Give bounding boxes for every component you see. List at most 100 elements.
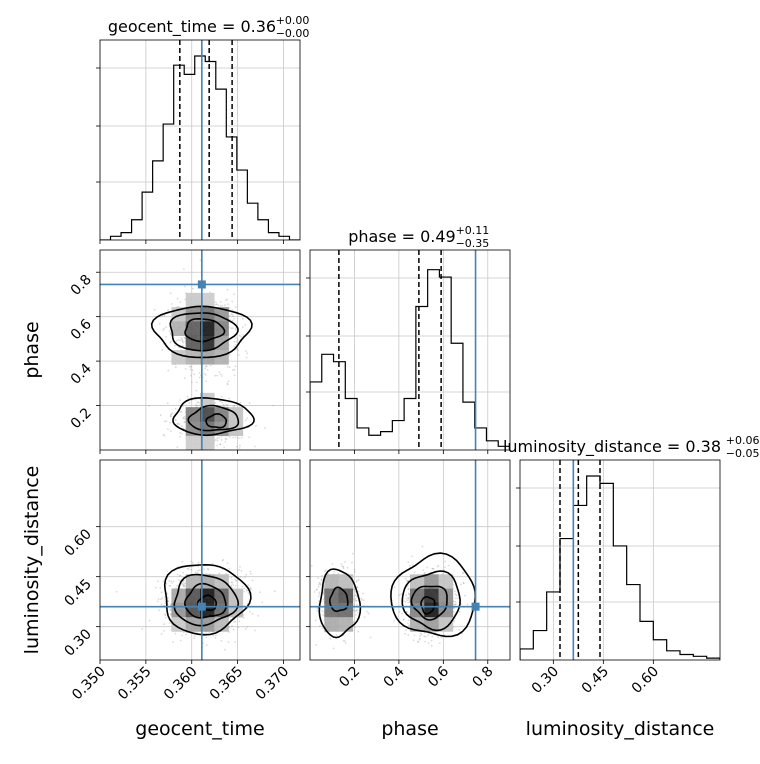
hist-bars [100,55,300,240]
sample-point [408,593,411,596]
sample-point [355,600,358,602]
sample-point [240,437,243,439]
sample-point [234,306,237,309]
density-cell [338,617,354,632]
sample-point [244,576,246,578]
sample-point [164,613,166,615]
sample-point [169,609,172,612]
sample-point [407,592,410,595]
y-axis-label-luminosity_distance: luminosity_distance [21,466,43,655]
sample-point [181,432,183,435]
sample-point [196,404,198,407]
sample-point [198,372,201,374]
sample-point [170,415,172,418]
hist-title-luminosity_distance: luminosity_distance = 0.38 [503,437,721,457]
scatter-panel-phase-vs-luminosity_distance [306,460,510,664]
sample-point [184,421,187,423]
sample-point [174,632,177,635]
sample-point [458,629,461,631]
sample-point [315,588,318,591]
sample-point [245,350,247,352]
sample-point [234,640,237,643]
sample-point [188,365,191,368]
sample-point [181,344,184,347]
sample-point [205,380,208,383]
sample-point [419,637,421,640]
sample-point [233,340,236,343]
sample-point [231,313,234,316]
sample-point [357,579,360,581]
sample-point [355,609,358,611]
density-cell [185,588,201,604]
hist-panel-phase [306,250,510,454]
sample-point [231,309,234,311]
sample-point [219,400,222,403]
sample-point [181,339,184,342]
sample-point [160,591,163,594]
sample-point [224,299,227,302]
sample-point [214,301,217,303]
y-tick-label: 0.45 [61,576,94,609]
sample-point [318,591,321,594]
sample-point [206,365,208,368]
sample-point [181,560,184,563]
density-cell [228,421,244,437]
sample-point [447,564,450,567]
sample-point [329,637,332,640]
sample-point [181,340,184,343]
sample-point [461,572,464,575]
sample-point [231,625,233,628]
contour-lines [150,305,255,437]
sample-point [430,639,433,642]
sample-point [407,601,410,603]
sample-point [228,397,230,400]
sample-point [228,307,231,310]
x-tick-label: 0.355 [115,664,155,704]
sample-point [419,635,421,637]
sample-point [228,353,231,356]
sample-point [212,634,215,637]
sample-point [182,584,185,587]
density-cell [200,392,215,408]
sample-point [239,566,241,568]
sample-point [161,597,164,600]
sample-point [214,374,217,377]
sample-point [406,585,409,587]
sample-point [190,374,192,377]
sample-point [230,576,233,579]
sample-point [321,627,324,630]
sample-point [161,348,164,351]
hist-panel-geocent_time [96,40,300,244]
truth-marker [471,602,480,611]
sample-point [239,444,241,447]
sample-point [141,628,144,630]
sample-point [232,436,235,439]
sample-point [196,401,199,404]
sample-point [214,438,217,441]
contour-line [173,573,240,627]
sample-point [163,327,165,330]
sample-point [411,555,413,558]
sample-point [195,403,198,406]
hist-bars [310,269,510,450]
sample-point [163,314,166,317]
sample-point [167,309,170,311]
density-cell [171,617,187,632]
sample-point [221,304,224,307]
sample-point [170,413,173,416]
sample-point [184,340,187,343]
sample-point [216,439,219,442]
sample-point [248,436,251,439]
sample-point [219,305,222,308]
density-cell [200,421,215,437]
sample-point [170,340,172,343]
sample-point [353,588,356,591]
sample-point [171,303,174,305]
contour-line [390,552,477,638]
sample-point [424,640,427,643]
x-tick-label: 0.370 [253,664,293,704]
sample-point [169,415,172,418]
sample-point [313,591,316,593]
contour-line [205,412,228,429]
sample-point [405,597,408,599]
